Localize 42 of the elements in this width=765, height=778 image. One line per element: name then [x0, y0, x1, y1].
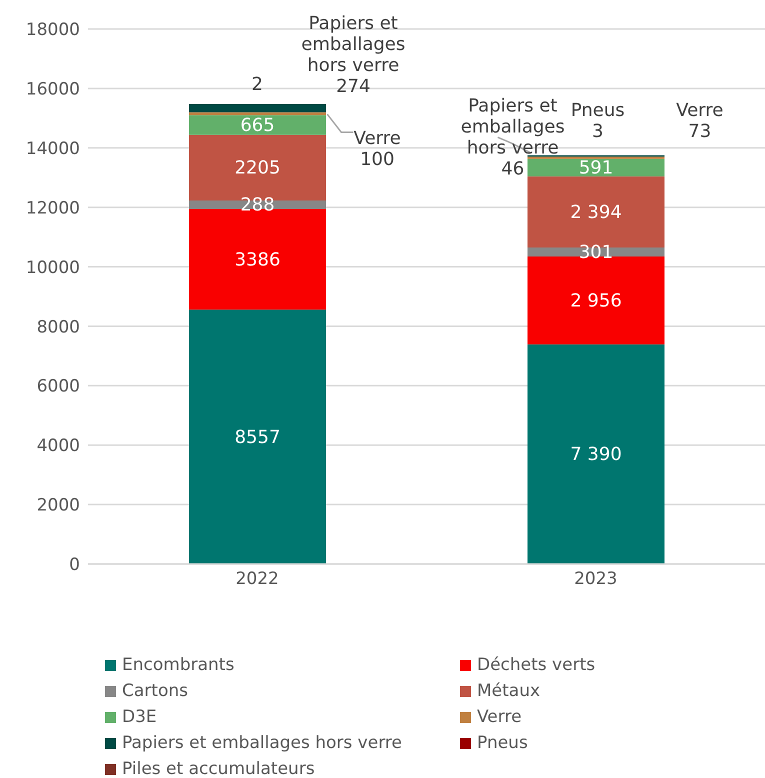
bar — [528, 344, 664, 564]
legend-label: Verre — [477, 707, 522, 727]
y-tick-label: 12000 — [26, 198, 80, 218]
y-tick-label: 14000 — [26, 138, 80, 159]
legend-label: Métaux — [477, 681, 540, 701]
annotation: Papiers et emballages hors verre 46 — [460, 95, 565, 180]
y-tick-label: 8000 — [36, 317, 80, 338]
y-tick-label: 2000 — [36, 496, 80, 516]
y-tick-label: 10000 — [26, 258, 80, 278]
data-label: 7 390 — [570, 444, 622, 466]
bar — [189, 209, 326, 310]
annotation: Pneus 3 — [570, 100, 625, 142]
data-label: 2205 — [234, 158, 280, 179]
y-tick-label: 4000 — [36, 436, 80, 456]
data-label: 665 — [240, 115, 275, 136]
data-label: 2 394 — [570, 202, 622, 223]
y-tick-label: 0 — [69, 555, 80, 576]
legend-label: Déchets verts — [477, 655, 596, 675]
bar — [189, 104, 326, 112]
data-label: 3386 — [234, 249, 280, 270]
bar — [189, 310, 326, 564]
legend-label: Encombrants — [122, 655, 234, 675]
y-tick-label: 6000 — [36, 376, 80, 397]
y-tick-label: 16000 — [26, 79, 80, 100]
legend-label: Papiers et emballages hors verre — [122, 733, 402, 753]
bar — [189, 115, 326, 135]
bar — [189, 112, 326, 116]
annotation: Verre 73 — [676, 100, 724, 142]
annotation: Verre 100 — [354, 128, 401, 170]
legend-label: Piles et accumulateurs — [122, 759, 315, 778]
data-label: 2 956 — [570, 290, 622, 312]
x-tick-label: 2022 — [236, 569, 279, 590]
y-tick-label: 18000 — [26, 20, 80, 40]
legend-label: Cartons — [122, 681, 188, 701]
annotation: Papiers et emballages hors verre 274 — [301, 13, 406, 98]
annotation: 2 — [252, 74, 263, 95]
bar — [528, 158, 664, 176]
legend-label: D3E — [122, 707, 157, 727]
x-tick-label: 2023 — [574, 569, 618, 590]
data-label: 8557 — [234, 426, 280, 448]
data-label: 591 — [578, 158, 614, 179]
legend-label: Pneus — [477, 733, 528, 753]
